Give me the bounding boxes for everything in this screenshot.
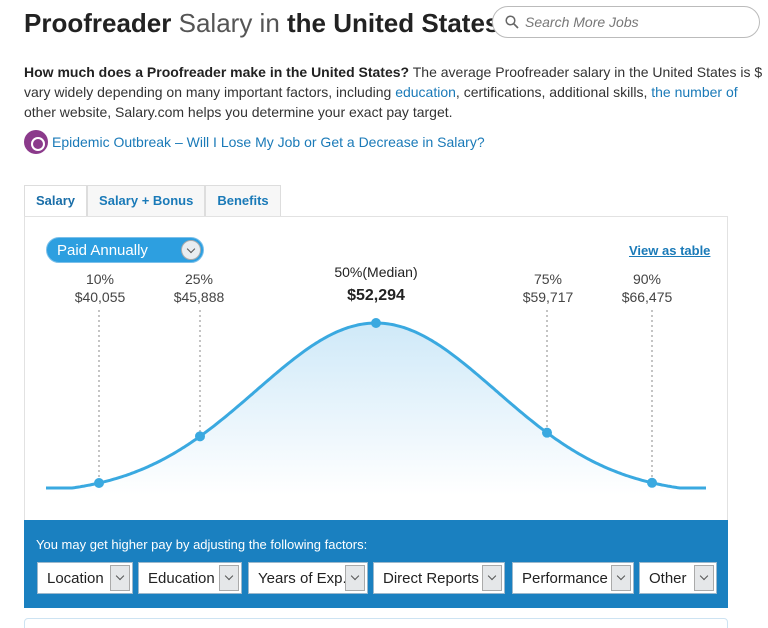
page-title: Proofreader Salary in the United States [24, 8, 499, 39]
performance-select[interactable]: Performance [512, 562, 634, 594]
search-input[interactable]: Search More Jobs [492, 6, 760, 38]
percentile-label: 25% [184, 271, 214, 287]
percentile-value: $66,475 [621, 289, 673, 305]
search-icon [505, 15, 519, 29]
percentile-median: 50%(Median) $52,294 [316, 263, 436, 305]
performance-select-label: Performance [522, 570, 608, 587]
chevron-down-icon [482, 565, 502, 591]
pay-period-select[interactable]: Paid Annually [46, 237, 204, 263]
percentile-label: 50%(Median) [334, 264, 418, 280]
percentile-90: 90% $66,475 [611, 270, 683, 306]
percentile-label: 75% [533, 271, 563, 287]
percentile-point-10[interactable] [94, 478, 104, 489]
intro-line2a: vary widely depending on many important … [24, 84, 396, 100]
tab-salary[interactable]: Salary [24, 185, 88, 217]
salary-tabs: Salary Salary + Bonus Benefits [24, 185, 281, 217]
intro-line3: other website, Salary.com helps you dete… [24, 104, 453, 120]
direct-reports-select-label: Direct Reports [383, 570, 479, 587]
percentile-label: 10% [85, 271, 115, 287]
percentile-value: $52,294 [347, 287, 405, 304]
job-title: Proofreader [24, 8, 172, 38]
pay-period-label: Paid Annually [57, 242, 148, 259]
years-of-exp-select-label: Years of Exp. [258, 570, 347, 587]
years-of-exp-select[interactable]: Years of Exp. [248, 562, 368, 594]
location-select-label: Location [47, 570, 104, 587]
view-as-table-link[interactable]: View as table [629, 243, 711, 258]
education-select-label: Education [148, 570, 215, 587]
intro-paragraph: How much does a Proofreader make in the … [24, 62, 768, 122]
education-link[interactable]: education [395, 84, 456, 100]
tab-benefits[interactable]: Benefits [205, 185, 281, 217]
education-select[interactable]: Education [138, 562, 242, 594]
epidemic-link[interactable]: Epidemic Outbreak – Will I Lose My Job o… [24, 130, 485, 154]
virus-icon [24, 130, 48, 154]
location-text: the United States [287, 8, 500, 38]
factors-panel: You may get higher pay by adjusting the … [24, 520, 728, 608]
percentile-75: 75% $59,717 [512, 270, 584, 306]
curve-area [46, 323, 707, 495]
other-select[interactable]: Other [639, 562, 717, 594]
percentile-point-50[interactable] [371, 318, 381, 328]
chevron-down-icon [219, 565, 239, 591]
percentile-value: $59,717 [522, 289, 574, 305]
location-select[interactable]: Location [37, 562, 133, 594]
tab-salary-bonus[interactable]: Salary + Bonus [87, 185, 206, 217]
other-select-label: Other [649, 570, 687, 587]
chevron-down-icon [611, 565, 631, 591]
percentile-25: 25% $45,888 [163, 270, 235, 306]
percentile-value: $45,888 [173, 289, 225, 305]
direct-reports-select[interactable]: Direct Reports [373, 562, 505, 594]
percentile-point-90[interactable] [647, 477, 657, 488]
percentile-markers [94, 310, 657, 489]
chevron-down-icon [694, 565, 714, 591]
epidemic-link-label[interactable]: Epidemic Outbreak – Will I Lose My Job o… [52, 134, 485, 150]
percentile-point-75[interactable] [542, 427, 552, 438]
percentile-point-25[interactable] [195, 431, 205, 442]
chevron-down-icon [345, 565, 365, 591]
chevron-down-icon [181, 240, 201, 260]
search-placeholder: Search More Jobs [525, 14, 639, 30]
intro-line2b: , certifications, additional skills, [455, 84, 652, 100]
next-section-card [24, 618, 728, 628]
intro-line1: The average Proofreader salary in the Un… [409, 64, 763, 80]
percentile-value: $40,055 [74, 289, 126, 305]
salary-in-text: Salary in [178, 8, 280, 38]
intro-question: How much does a Proofreader make in the … [24, 64, 410, 80]
chevron-down-icon [110, 565, 130, 591]
factors-heading: You may get higher pay by adjusting the … [36, 537, 368, 552]
number-of-link[interactable]: the number of [651, 84, 738, 100]
percentile-10: 10% $40,055 [64, 270, 136, 306]
percentile-label: 90% [632, 271, 662, 287]
